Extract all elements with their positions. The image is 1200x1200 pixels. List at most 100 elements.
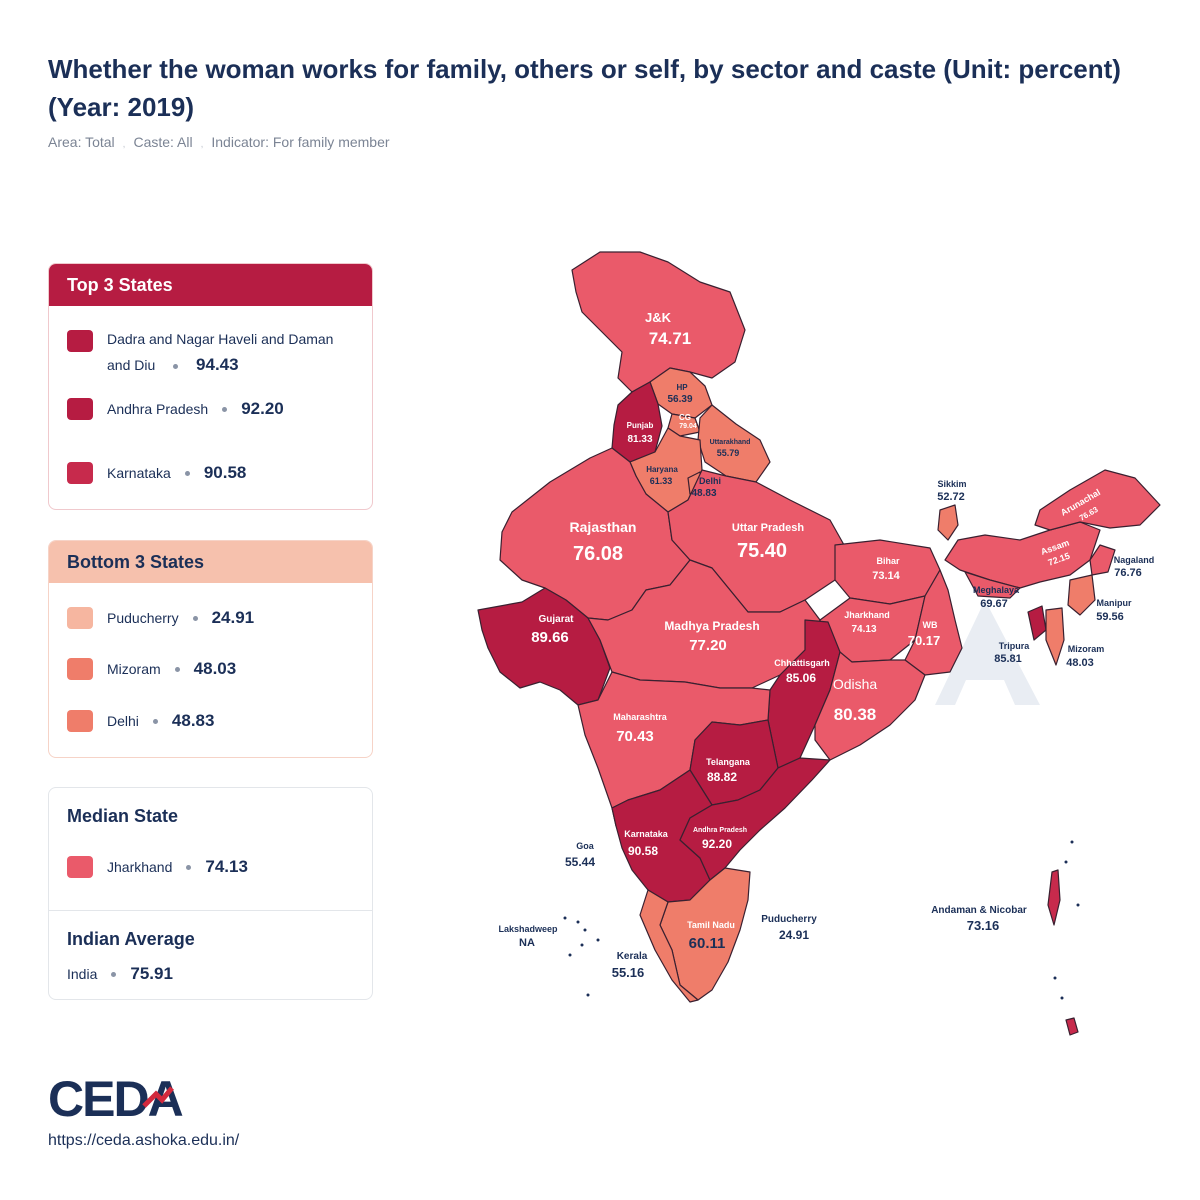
state-value: 24.91 — [211, 608, 255, 627]
region-andaman — [1047, 869, 1061, 926]
label-tripura-value: 85.81 — [994, 653, 1022, 665]
state-name: Puducherry — [107, 610, 179, 626]
legend-swatch — [67, 710, 93, 732]
state-value: 90.58 — [203, 463, 247, 482]
region-manipur — [1067, 574, 1096, 616]
label-mp-value: 77.20 — [689, 637, 727, 654]
median-heading: Median State — [67, 806, 179, 826]
label-mizoram-value: 48.03 — [1066, 657, 1094, 669]
legend-swatch — [67, 658, 93, 680]
list-item: India 75.91 — [67, 964, 362, 984]
list-item: Andhra Pradesh 92.20 — [67, 398, 362, 420]
label-uttarakhand-name: Uttarakhand — [710, 439, 751, 446]
label-chhattisgarh-value: 85.06 — [786, 671, 816, 685]
region-odisha — [814, 651, 926, 761]
state-name: Mizoram — [107, 661, 161, 677]
legend-swatch — [67, 607, 93, 629]
label-cg-name: CG — [679, 413, 691, 422]
state-value: 94.43 — [196, 355, 239, 374]
legend-swatch — [67, 856, 93, 878]
label-haryana-name: Haryana — [646, 465, 678, 474]
label-sikkim-name: Sikkim — [937, 479, 966, 489]
label-maharashtra-value: 70.43 — [616, 728, 654, 745]
filter-indicator: Indicator: For family member — [211, 134, 390, 150]
label-telangana-name: Telangana — [706, 757, 751, 767]
label-kerala-value: 55.16 — [612, 965, 645, 980]
top-states-heading: Top 3 States — [49, 264, 372, 306]
region-uttarakhand — [697, 404, 771, 483]
page-title: Whether the woman works for family, othe… — [48, 54, 1121, 122]
label-wb-value: 70.17 — [908, 633, 941, 648]
label-uttarakhand-value: 55.79 — [717, 448, 740, 458]
label-goa-name: Goa — [576, 841, 594, 851]
label-jharkhand-name: Jharkhand — [844, 610, 890, 620]
label-odisha-name: Odisha — [833, 676, 878, 692]
region-meghalaya — [964, 571, 1021, 599]
label-delhi-name: Delhi — [699, 476, 721, 486]
label-bihar-value: 73.14 — [872, 570, 900, 582]
label-ap-value: 92.20 — [702, 837, 732, 851]
top-states-card: Top 3 States Dadra and Nagar Haveli and … — [48, 263, 373, 510]
label-hp-value: 56.39 — [667, 394, 692, 405]
label-delhi-value: 48.83 — [691, 488, 716, 499]
region-ap — [679, 757, 831, 881]
label-bihar-name: Bihar — [876, 556, 900, 566]
label-jk-value: 74.71 — [649, 329, 692, 348]
state-value: 92.20 — [241, 399, 284, 418]
divider — [49, 910, 372, 911]
label-hp-name: HP — [676, 383, 688, 392]
label-ap-name: Andhra Pradesh — [693, 827, 747, 834]
label-up-value: 75.40 — [737, 540, 787, 562]
label-tamilnadu-name: Tamil Nadu — [687, 920, 735, 930]
label-mizoram-name: Mizoram — [1068, 644, 1105, 654]
bottom-states-card: Bottom 3 States Puducherry 24.91 Mizoram… — [48, 540, 373, 758]
label-manipur-value: 59.56 — [1096, 611, 1124, 623]
list-item: Dadra and Nagar Haveli and Daman and Diu… — [67, 326, 362, 378]
region-mizoram — [1045, 607, 1065, 666]
region-arunachal — [1034, 469, 1161, 531]
filter-area: Area: Total — [48, 134, 115, 150]
state-name: India — [67, 966, 98, 982]
label-cg-value: 79.04 — [679, 423, 697, 430]
region-sikkim — [937, 504, 959, 541]
label-puducherry-name: Puducherry — [761, 914, 817, 925]
legend-swatch — [67, 462, 93, 484]
state-value: 48.83 — [171, 711, 215, 730]
label-maharashtra-name: Maharashtra — [613, 712, 668, 722]
legend-swatch — [67, 398, 93, 420]
label-jk-name: J&K — [645, 310, 672, 325]
state-name: Andhra Pradesh — [107, 401, 209, 417]
region-punjab — [611, 381, 663, 463]
list-item: Puducherry 24.91 — [67, 607, 362, 629]
ceda-logo: CEDA — [48, 1074, 185, 1122]
label-nagaland-value: 76.76 — [1114, 567, 1142, 579]
label-odisha-value: 80.38 — [834, 705, 877, 724]
label-punjab-name: Punjab — [627, 421, 654, 430]
label-gujarat-name: Gujarat — [538, 614, 574, 625]
label-sikkim-value: 52.72 — [937, 491, 965, 503]
watermark-icon — [935, 600, 1040, 705]
label-punjab-value: 81.33 — [627, 434, 652, 445]
label-haryana-value: 61.33 — [650, 476, 673, 486]
state-name: Dadra and Nagar Haveli and Daman and Diu — [107, 331, 334, 373]
list-item: Jharkhand 74.13 — [67, 856, 362, 878]
region-wb — [904, 569, 963, 676]
label-chhattisgarh-name: Chhattisgarh — [774, 658, 830, 668]
list-item: Mizoram 48.03 — [67, 658, 362, 680]
label-telangana-value: 88.82 — [707, 770, 737, 784]
label-meghalaya-name: Meghalaya — [973, 585, 1020, 595]
label-gujarat-value: 89.66 — [531, 629, 569, 646]
label-mp-name: Madhya Pradesh — [664, 619, 759, 633]
legend-swatch — [67, 330, 93, 352]
average-heading: Indian Average — [67, 929, 195, 949]
label-wb-name: WB — [923, 620, 938, 630]
state-name: Karnataka — [107, 465, 171, 481]
label-kerala-name: Kerala — [617, 951, 648, 962]
state-value: 75.91 — [130, 964, 173, 983]
filter-summary: Area: Total, Caste: All, Indicator: For fa… — [48, 134, 390, 150]
label-andaman-name: Andaman & Nicobar — [931, 905, 1027, 916]
label-puducherry-value: 24.91 — [779, 928, 809, 942]
region-nicobar — [1065, 1017, 1079, 1036]
source-link[interactable]: https://ceda.ashoka.edu.in/ — [48, 1132, 240, 1149]
